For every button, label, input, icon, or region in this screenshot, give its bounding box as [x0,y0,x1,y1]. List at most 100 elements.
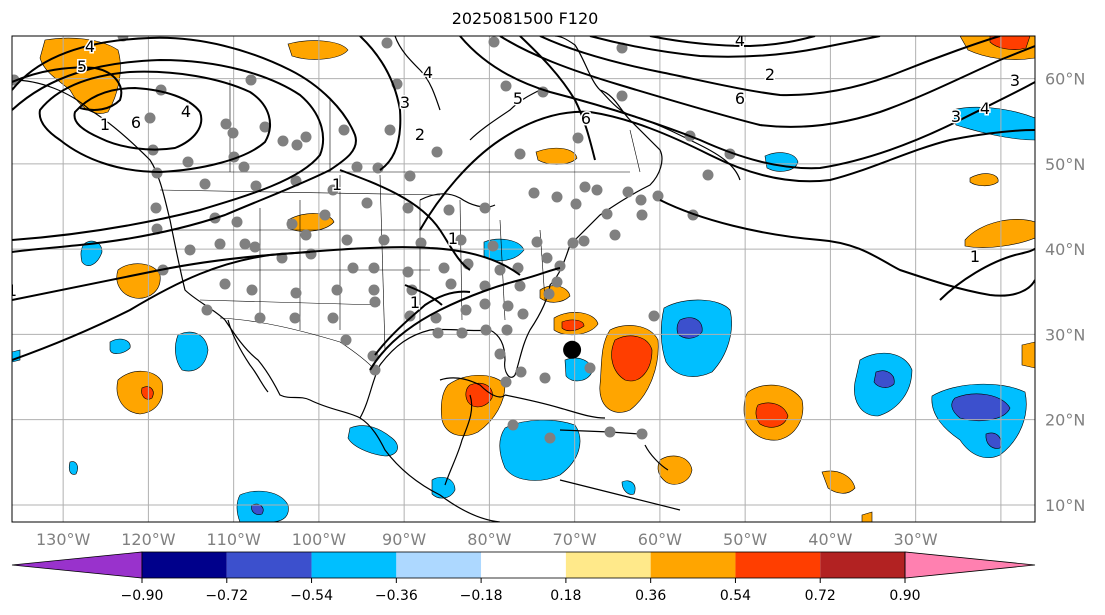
latitude-label: 10°N [1045,496,1085,515]
station-dot [300,131,312,143]
station-dot [300,229,312,241]
station-dot [404,310,416,322]
station-dot [277,135,289,147]
station-dot [254,312,266,324]
station-dot [702,169,714,181]
colorbar-outline [141,551,906,579]
negative-anomaly [660,299,732,377]
colorbar-segment [650,552,736,578]
station-dot [514,148,526,160]
longitude-label: 50°W [723,530,767,549]
contour-label: 1 [332,175,342,194]
station-dot [635,194,647,206]
station-dot [604,426,616,438]
contour-label: 5 [77,57,87,76]
colorbar-segment [226,552,312,578]
station-dot [609,229,621,241]
colorbar-tick-label: 0.54 [720,588,751,604]
positive-anomaly [535,147,578,165]
negative-anomaly [175,331,209,372]
contour-label: 2 [415,125,425,144]
station-dot [291,139,303,151]
colorbar-segment [396,552,482,578]
station-dot [289,312,301,324]
contour-label: 1 [410,293,420,312]
latitude-label: 40°N [1045,240,1085,259]
station-dot [430,312,442,324]
station-dot [487,240,499,252]
contour-label: 6 [131,113,141,132]
station-dot [507,419,519,431]
station-dot [368,284,380,296]
colorbar-segment [565,552,651,578]
station-dot [479,298,491,310]
station-dot [347,262,359,274]
station-dot [368,262,380,274]
station-dot [369,296,381,308]
colorbar-segment [311,552,397,578]
station-dot [515,366,527,378]
station-dot [151,167,163,179]
negative-anomaly [764,152,799,172]
station-dot [567,237,579,249]
contour-label: 4 [980,99,990,118]
station-dot [245,74,257,86]
longitude-label: 60°W [638,530,682,549]
station-dot [219,278,231,290]
station-dot [340,334,352,346]
contour-label: 5 [513,89,523,108]
positive-anomaly [657,455,693,485]
contour-label: 1 [100,115,110,134]
station-dot [460,304,472,316]
colorbar-tick-label: −0.90 [121,588,164,604]
positive-anomaly [287,40,349,60]
latitude-label: 60°N [1045,70,1085,89]
station-dot [443,204,455,216]
negative-anomaly [109,338,131,354]
station-dot [250,180,262,192]
station-dot [601,208,613,220]
station-dot [494,264,506,276]
longitude-label: 110°W [206,530,261,549]
station-dot [456,327,468,339]
longitude-label: 30°W [894,530,938,549]
station-dot [636,209,648,221]
contour-label: 6 [735,89,745,108]
station-dot [402,202,414,214]
station-dot [591,184,603,196]
station-dot [543,288,555,300]
negative-anomaly [431,477,456,499]
station-dot [327,312,339,324]
station-dot [438,262,450,274]
contour-label: 4 [735,31,745,50]
positive-anomaly [969,173,999,187]
station-dot [361,197,373,209]
negative-anomaly [347,425,398,457]
station-dot [184,244,196,256]
colorbar-segment [142,552,227,578]
station-dot [319,209,331,221]
map-frame [11,35,1036,523]
colorbar-tick-label: −0.36 [375,588,418,604]
station-dot [500,80,512,92]
station-dot [305,248,317,260]
station-dot [351,161,363,173]
station-dot [214,238,226,250]
station-dot [239,238,251,250]
station-dot [415,237,427,249]
station-dot [616,90,628,102]
contour-label: 4 [423,63,433,82]
station-dot [648,310,660,322]
station-dot [528,187,540,199]
station-dot [220,118,232,130]
longitude-label: 120°W [121,530,176,549]
station-dot [502,300,514,312]
colorbar-tick-label: 0.36 [635,588,666,604]
station-dot [431,146,443,158]
station-dot [238,161,250,173]
station-dot [551,276,563,288]
station-dot [404,170,416,182]
station-dot [455,234,467,246]
